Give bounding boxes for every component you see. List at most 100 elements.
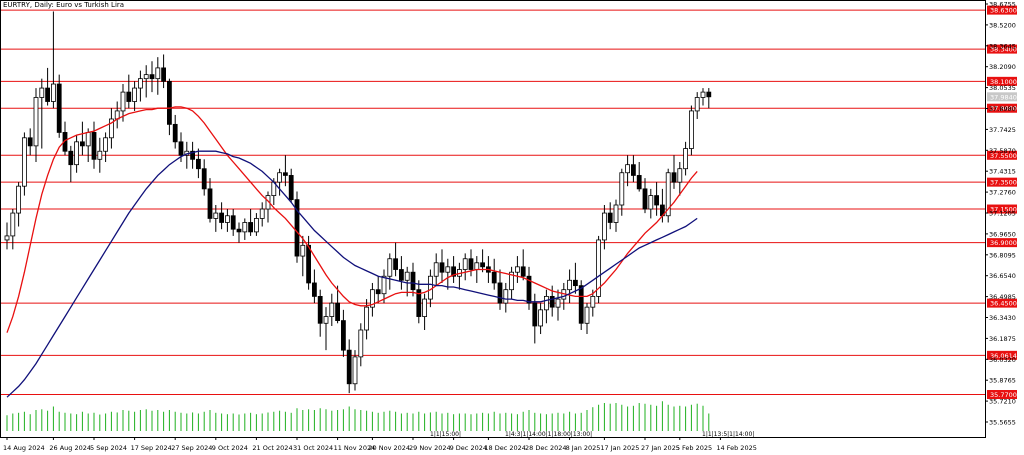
plot-frame bbox=[0, 0, 986, 438]
candle-bear bbox=[375, 289, 381, 295]
x-tick-label: 31 Oct 2024 bbox=[293, 444, 333, 452]
candle-bear bbox=[340, 320, 346, 351]
y-tick-label: 36.8095 bbox=[989, 251, 1016, 259]
y-tick-label: 38.0535 bbox=[989, 84, 1016, 92]
y-tick-label: 36.0320 bbox=[989, 356, 1016, 364]
candle-bear bbox=[520, 266, 526, 277]
level-label-box bbox=[987, 298, 1017, 308]
candle-bull bbox=[265, 195, 271, 210]
candle-bear bbox=[45, 87, 50, 102]
candle-bull bbox=[97, 150, 103, 160]
level-label: 37.3500 bbox=[990, 179, 1017, 187]
candle-bull bbox=[352, 356, 358, 385]
candle-bear bbox=[56, 83, 62, 133]
x-tick-label: 27 Jan 2025 bbox=[641, 444, 680, 452]
candle-bull bbox=[590, 295, 596, 308]
candle-bull bbox=[109, 118, 114, 139]
candle-bull bbox=[596, 239, 601, 297]
level-label-box bbox=[987, 150, 1017, 160]
x-tick-label: 14 Aug 2024 bbox=[3, 444, 45, 452]
candle-bull bbox=[51, 83, 56, 102]
candle-bear bbox=[631, 164, 636, 176]
candle-bull bbox=[329, 302, 335, 317]
candle-bear bbox=[306, 244, 312, 284]
candle-bear bbox=[654, 195, 659, 206]
candle-bull bbox=[132, 87, 138, 102]
candle-bull bbox=[21, 137, 27, 187]
y-tick-label: 36.4985 bbox=[989, 293, 1016, 301]
candle-bull bbox=[74, 141, 79, 166]
candle-bull bbox=[544, 295, 549, 311]
current-price-label: 37.9840 bbox=[990, 93, 1017, 101]
moving-average-line bbox=[6, 150, 698, 398]
candle-bull bbox=[120, 91, 126, 112]
candle-bear bbox=[207, 188, 213, 219]
candle-bear bbox=[497, 282, 503, 304]
x-tick-label: 17 Sep 2024 bbox=[131, 444, 172, 452]
candle-bear bbox=[573, 279, 578, 287]
y-tick-label: 35.5655 bbox=[989, 419, 1016, 427]
candle-bull bbox=[474, 262, 480, 270]
level-label-box bbox=[987, 238, 1017, 248]
candle-bear bbox=[532, 302, 538, 327]
candle-bull bbox=[358, 329, 364, 358]
candle-bull bbox=[462, 258, 468, 270]
level-label-box bbox=[987, 390, 1017, 400]
candle-bear bbox=[172, 123, 178, 143]
candle-bear bbox=[236, 228, 242, 233]
x-tick-label: 20 Nov 2024 bbox=[368, 444, 410, 452]
volume-label: 1|1|15:00| bbox=[430, 431, 461, 438]
candle-bear bbox=[642, 188, 648, 210]
candle-bull bbox=[433, 262, 439, 277]
candle-bull bbox=[665, 172, 671, 217]
candle-bull bbox=[381, 275, 387, 295]
y-tick-label: 37.5870 bbox=[989, 147, 1016, 155]
x-tick-label: 9 Dec 2024 bbox=[450, 444, 487, 452]
x-tick-label: 14 Feb 2025 bbox=[716, 444, 756, 452]
y-tick-label: 36.1875 bbox=[989, 335, 1016, 343]
y-tick-label: 37.8980 bbox=[989, 105, 1016, 113]
candle-bear bbox=[439, 262, 445, 273]
candle-bear bbox=[636, 175, 642, 190]
candle-bull bbox=[85, 132, 91, 147]
candle-bull bbox=[538, 309, 543, 327]
candle-bear bbox=[451, 266, 457, 277]
candle-bull bbox=[584, 306, 590, 324]
level-label: 37.9000 bbox=[990, 105, 1017, 113]
candle-bull bbox=[369, 289, 375, 308]
candle-bull bbox=[137, 78, 143, 89]
y-tick-label: 38.3645 bbox=[989, 42, 1016, 50]
y-tick-label: 38.2090 bbox=[989, 63, 1016, 71]
y-tick-label: 36.9650 bbox=[989, 230, 1016, 238]
candle-bull bbox=[602, 212, 607, 241]
candle-bull bbox=[4, 235, 10, 241]
candle-bull bbox=[445, 266, 451, 273]
level-label-box bbox=[987, 204, 1017, 214]
level-label: 38.1000 bbox=[990, 78, 1017, 86]
x-tick-label: 27 Sep 2024 bbox=[171, 444, 212, 452]
x-tick-label: 28 Dec 2024 bbox=[525, 444, 567, 452]
candle-bull bbox=[648, 195, 654, 210]
candle-bull bbox=[155, 67, 161, 80]
level-label: 38.6300 bbox=[990, 7, 1017, 15]
candle-bull bbox=[364, 306, 370, 331]
moving-averages bbox=[6, 106, 698, 398]
candle-bull bbox=[422, 298, 428, 317]
y-tick-label: 37.4315 bbox=[989, 168, 1016, 176]
level-label-box bbox=[987, 350, 1017, 360]
candle-bear bbox=[526, 275, 532, 304]
candle-bull bbox=[253, 218, 259, 233]
y-tick-label: 38.5200 bbox=[989, 21, 1016, 29]
y-tick-label: 37.1205 bbox=[989, 210, 1016, 218]
y-tick-label: 37.2760 bbox=[989, 189, 1016, 197]
volume-bars bbox=[6, 401, 710, 431]
x-tick-label: 8 Jan 2025 bbox=[566, 444, 601, 452]
candle-bear bbox=[410, 271, 416, 291]
candle-bear bbox=[201, 168, 207, 190]
candle-bull bbox=[10, 212, 16, 237]
volume-label: 1|4:3|1|14:00|1|18:00|13:00| bbox=[505, 431, 592, 438]
candle-bear bbox=[468, 258, 474, 270]
candle-bull bbox=[33, 97, 39, 147]
x-tick-label: 5 Feb 2025 bbox=[676, 444, 712, 452]
